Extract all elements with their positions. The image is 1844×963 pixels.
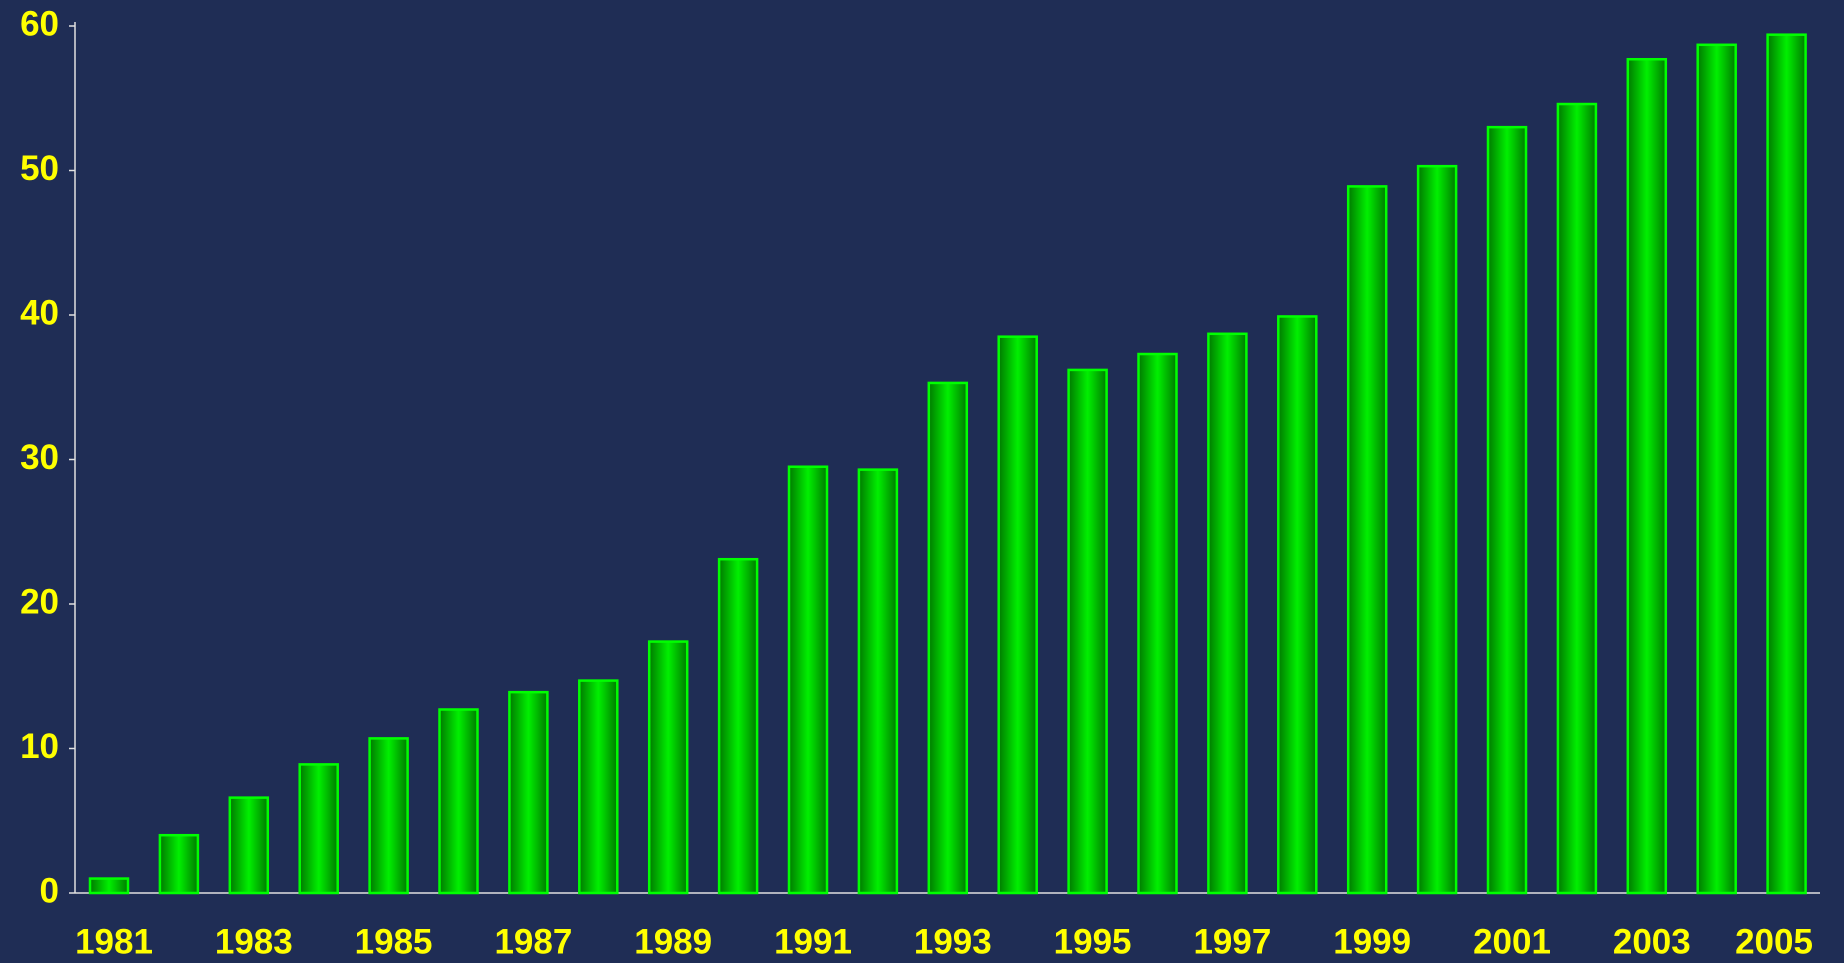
bar xyxy=(647,640,689,895)
bar xyxy=(717,557,759,895)
x-tick-label: 1987 xyxy=(494,922,572,961)
y-tick-label: 30 xyxy=(20,438,59,477)
x-tick-label: 1981 xyxy=(75,922,153,961)
x-tick-label: 2005 xyxy=(1735,922,1813,961)
bar xyxy=(298,763,339,895)
x-tick-label: 1989 xyxy=(634,922,712,961)
y-tick-label: 60 xyxy=(20,4,59,43)
bar xyxy=(1766,33,1807,895)
bar xyxy=(1626,57,1668,895)
bar xyxy=(228,796,270,895)
bar xyxy=(997,335,1038,895)
x-tick-label: 2001 xyxy=(1473,922,1551,961)
x-tick-label: 2003 xyxy=(1613,922,1691,961)
y-tick-label: 40 xyxy=(20,293,59,332)
bar xyxy=(438,708,479,895)
bar xyxy=(1346,185,1388,895)
bar xyxy=(1277,315,1318,895)
x-tick-label: 1991 xyxy=(774,922,852,961)
y-tick-label: 10 xyxy=(20,727,59,766)
bar xyxy=(787,465,829,895)
bar xyxy=(88,877,130,895)
bar xyxy=(1416,164,1458,895)
bar xyxy=(578,679,619,895)
x-tick-label: 1995 xyxy=(1054,922,1132,961)
bar xyxy=(1486,125,1528,895)
bar xyxy=(857,468,899,895)
bar xyxy=(1207,332,1248,895)
bar xyxy=(927,381,969,895)
bar xyxy=(508,690,549,895)
x-tick-label: 1997 xyxy=(1193,922,1271,961)
x-tick-label: 1993 xyxy=(914,922,992,961)
y-tick-label: 50 xyxy=(20,149,59,188)
y-tick-label: 20 xyxy=(20,582,59,621)
x-tick-label: 1999 xyxy=(1333,922,1411,961)
bar xyxy=(368,737,409,895)
x-tick-label: 1985 xyxy=(355,922,433,961)
bar xyxy=(1696,43,1737,895)
bar xyxy=(1067,368,1108,895)
bar xyxy=(1556,102,1598,895)
bar xyxy=(1137,352,1178,895)
x-tick-label: 1983 xyxy=(215,922,293,961)
y-tick-label: 0 xyxy=(40,871,59,910)
bar xyxy=(158,833,200,895)
